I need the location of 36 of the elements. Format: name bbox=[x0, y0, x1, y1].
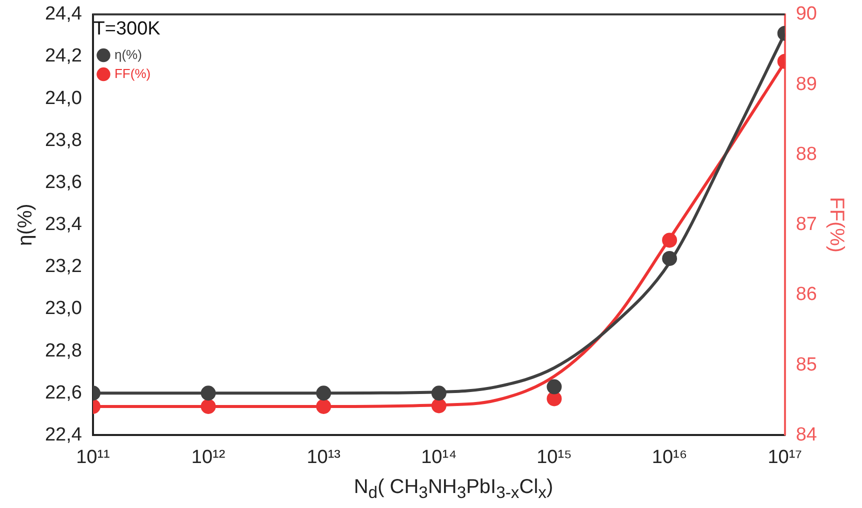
x-tick-label: 10¹⁵ bbox=[536, 446, 572, 468]
y2-tick-label: 84 bbox=[796, 424, 818, 446]
text: N$_{d}$( CH$_{3}$NH$_{3}$PbI$_{3-x}$Cl$_{x}$) bbox=[354, 476, 554, 502]
x-tick-label: 10¹⁶ bbox=[652, 446, 688, 468]
point bbox=[431, 398, 446, 414]
y-tick-label: 23,8 bbox=[44, 130, 82, 151]
legend-label: FF(%) bbox=[114, 66, 151, 81]
y-tick-label: 23,6 bbox=[44, 172, 82, 193]
point bbox=[546, 379, 562, 394]
y-tick-label: 22,8 bbox=[44, 340, 82, 362]
x-tick-label: 10¹¹ bbox=[76, 446, 110, 468]
legend-title: T=300K bbox=[93, 18, 161, 40]
y-tick-label: 24,2 bbox=[44, 46, 82, 67]
y-tick-label: 23,0 bbox=[44, 298, 82, 320]
x-tick-label: 10¹³ bbox=[306, 446, 341, 468]
point bbox=[431, 386, 446, 401]
y-tick-label: 24,4 bbox=[44, 4, 82, 25]
y-tick-label: 22,4 bbox=[44, 424, 82, 446]
y2-tick-label: 88 bbox=[796, 144, 818, 165]
x-tick-label: 10¹⁴ bbox=[421, 446, 457, 468]
x-tick-label: 10¹² bbox=[191, 446, 226, 468]
y-tick-label: 22,6 bbox=[44, 382, 82, 404]
y2-tick-label: 85 bbox=[796, 354, 818, 376]
point bbox=[316, 398, 332, 414]
y2-tick-label: 86 bbox=[796, 284, 818, 306]
x-tick-label: 10¹⁷ bbox=[768, 446, 802, 468]
y-tick-label: 24,0 bbox=[44, 88, 82, 109]
y2-tick-label: 90 bbox=[796, 4, 818, 25]
y-tick-label: 23,2 bbox=[44, 256, 82, 278]
y2-tick-label: 89 bbox=[796, 74, 818, 95]
y2-tick-label: 87 bbox=[796, 214, 818, 236]
legend-label: η(%) bbox=[114, 46, 142, 62]
y-tick-label: 23,4 bbox=[44, 214, 82, 236]
y2-axis-title: FF(%) bbox=[825, 197, 848, 253]
y-axis-title: η(%) bbox=[14, 204, 37, 246]
point bbox=[316, 386, 332, 401]
